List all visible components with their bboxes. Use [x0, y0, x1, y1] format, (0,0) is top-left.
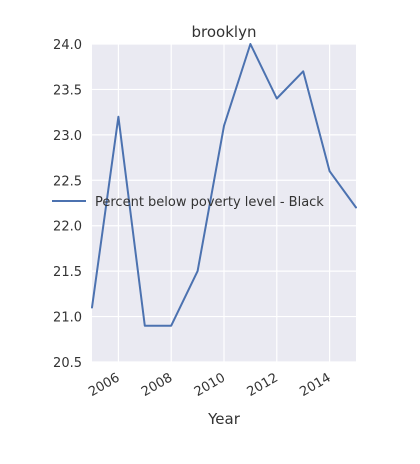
- grid-lines: [92, 43, 356, 363]
- y-tick-label: 21.0: [53, 311, 82, 326]
- series-line: [91, 43, 357, 327]
- y-tick-label: 20.5: [53, 356, 82, 371]
- y-tick-label: 23.0: [53, 129, 82, 144]
- x-tick-label: 2012: [245, 370, 281, 400]
- x-tick-label: 2006: [86, 370, 122, 400]
- x-axis-title: Year: [207, 410, 241, 428]
- x-tick-label: 2008: [139, 370, 175, 400]
- y-axis-ticks: 20.5 21.0 21.5 22.0 22.5 23.0 23.5 24.0: [53, 38, 82, 371]
- x-axis-ticks: 2006 2008 2010 2012 2014: [86, 370, 333, 400]
- y-tick-label: 22.0: [53, 220, 82, 235]
- y-tick-label: 24.0: [53, 38, 82, 53]
- chart-title: brooklyn: [192, 23, 257, 41]
- legend: Percent below poverty level - Black: [52, 195, 324, 210]
- y-tick-label: 23.5: [53, 83, 82, 98]
- x-tick-label: 2014: [297, 370, 333, 400]
- x-tick-label: 2010: [192, 370, 228, 400]
- series-layer: [91, 43, 357, 327]
- y-tick-label: 21.5: [53, 265, 82, 280]
- y-tick-label: 22.5: [53, 174, 82, 189]
- legend-label: Percent below poverty level - Black: [95, 195, 324, 210]
